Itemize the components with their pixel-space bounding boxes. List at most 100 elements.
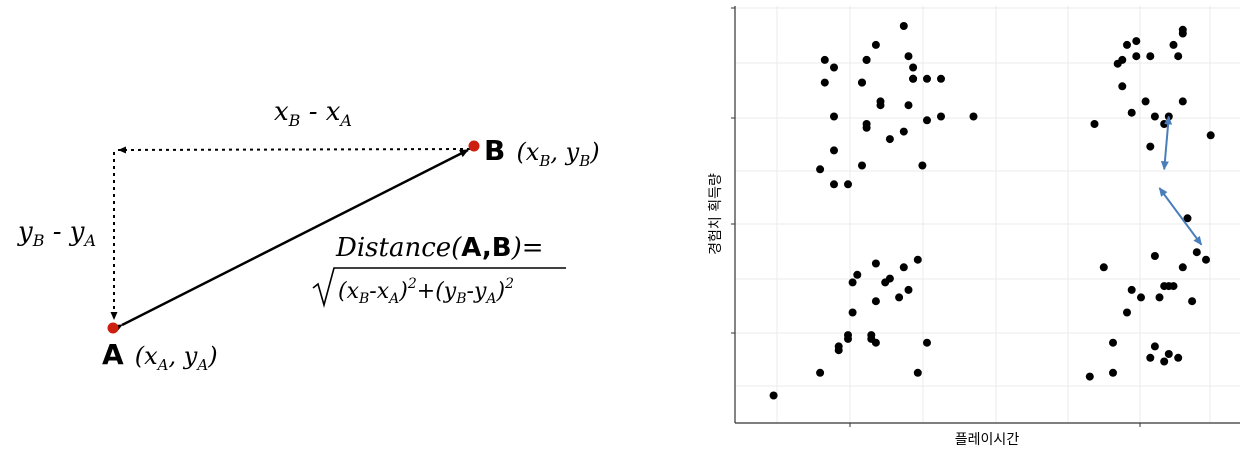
scatter-point: [1188, 297, 1197, 306]
scatter-point: [1160, 357, 1169, 366]
distance-diagram: B (xB, yB) A (xA, yA) xB - xA yB - yA Di…: [17, 97, 600, 374]
dy-label: yB - yA: [17, 217, 96, 250]
scatter-point: [1127, 285, 1136, 294]
scatter-point: [918, 161, 927, 170]
scatter-point: [895, 293, 904, 302]
scatter-point: [830, 112, 838, 121]
scatter-point: [1192, 248, 1201, 257]
scatter-point: [1146, 142, 1155, 151]
scatter-point: [830, 146, 838, 155]
scatter-point: [1127, 108, 1136, 117]
scatter-point: [1123, 308, 1131, 317]
scatter-point: [816, 165, 825, 174]
scatter-point: [871, 338, 880, 347]
scatter-point: [1150, 112, 1159, 121]
formula-radicand: (xB-xA)2+(yB-yA)2: [338, 276, 514, 307]
scatter-point: [1146, 353, 1155, 362]
scatter-point: [909, 74, 918, 83]
scatter-point: [885, 274, 894, 283]
scatter-point: [1085, 372, 1094, 381]
scatter-point: [1178, 97, 1187, 106]
scatter-point: [858, 78, 866, 87]
scatter-point: [1118, 55, 1127, 64]
scatter-point: [844, 180, 852, 189]
scatter-point: [848, 278, 857, 287]
sqrt-sign: [312, 267, 566, 308]
scatter-point: [899, 127, 908, 136]
scatter-point: [885, 135, 894, 144]
scatter-point: [867, 331, 876, 340]
scatter-point: [1169, 282, 1178, 291]
scatter-point: [923, 338, 931, 347]
scatter-point: [937, 74, 945, 83]
scatter-point: [904, 52, 913, 61]
scatter-point: [904, 285, 913, 294]
scatter-point: [769, 391, 778, 400]
scatter-point: [1109, 338, 1117, 347]
scatter-chart: 플레이시간 경험치 획득량: [708, 6, 1240, 448]
scatter-point: [1137, 293, 1145, 302]
point-b-marker: [468, 140, 480, 152]
scatter-point: [1123, 40, 1131, 49]
scatter-point: [1132, 52, 1141, 61]
x-axis-label: 플레이시간: [955, 432, 1020, 448]
plot-panel: [735, 6, 1240, 423]
scatter-point: [909, 63, 918, 72]
scatter-point: [1146, 52, 1155, 61]
distance-arrows: [1158, 115, 1203, 246]
scatter-point: [820, 55, 829, 64]
scatter-point: [871, 259, 880, 268]
scatter-point: [848, 308, 857, 317]
scatter-point: [913, 255, 922, 264]
scatter-point: [1169, 40, 1178, 49]
scatter-point: [834, 342, 843, 351]
axis-ticks: [731, 7, 1141, 427]
distance-line: [113, 148, 469, 333]
scatter-point: [1090, 120, 1099, 128]
scatter-point: [1141, 97, 1150, 106]
scatter-point: [1164, 350, 1173, 358]
scatter-point: [862, 55, 871, 64]
scatter-point: [1150, 342, 1159, 351]
scatter-point: [853, 270, 862, 279]
scatter-point: [858, 161, 866, 170]
scatter-point: [969, 112, 978, 121]
scatter-point: [830, 180, 838, 189]
y-axis-label: 경험치 획득량: [708, 173, 724, 255]
distance-arrow: [1158, 187, 1203, 246]
scatter-point: [876, 101, 885, 110]
scatter-point: [1099, 263, 1108, 272]
scatter-point: [871, 40, 880, 49]
scatter-point: [899, 22, 908, 30]
scatter-point: [913, 368, 922, 377]
data-points: [769, 22, 1215, 400]
scatter-point: [830, 63, 838, 72]
scatter-point: [1178, 263, 1187, 272]
distance-arrow: [1160, 115, 1173, 171]
point-a-marker: [107, 322, 119, 334]
dx-label: xB - xA: [274, 97, 352, 130]
scatter-point: [816, 368, 825, 377]
scatter-point: [820, 78, 829, 87]
scatter-point: [1109, 368, 1117, 377]
formula-title: Distance(A,B)=: [335, 233, 544, 263]
scatter-point: [844, 331, 852, 340]
scatter-point: [937, 112, 945, 121]
scatter-point: [923, 74, 931, 83]
scatter-point: [1206, 131, 1215, 140]
scatter-point: [1174, 353, 1183, 362]
scatter-point: [1178, 29, 1187, 38]
scatter-point: [1132, 37, 1141, 46]
scatter-point: [1174, 52, 1183, 61]
dx-dotted-line: [117, 146, 471, 154]
scatter-point: [1155, 293, 1164, 302]
point-a-label: A (xA, yA): [102, 338, 218, 374]
scatter-point: [899, 263, 908, 272]
point-b-label: B (xB, yB): [484, 134, 600, 170]
scatter-point: [904, 101, 913, 110]
scatter-point: [1202, 255, 1210, 264]
scatter-point: [871, 297, 880, 306]
scatter-point: [862, 120, 871, 128]
scatter-point: [923, 116, 931, 125]
